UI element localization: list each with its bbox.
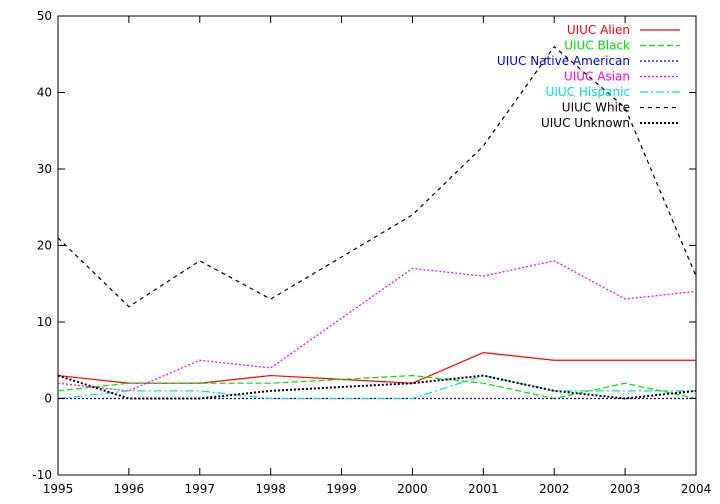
- legend-label-uiuc-hispanic: UIUC Hispanic: [546, 85, 630, 99]
- legend-label-uiuc-white: UIUC White: [562, 101, 630, 115]
- x-tick-label: 1995: [43, 482, 74, 496]
- y-tick-label: 40: [37, 86, 52, 100]
- legend-label-uiuc-asian: UIUC Asian: [564, 70, 630, 84]
- x-tick-label: 1998: [255, 482, 286, 496]
- legend-label-uiuc-black: UIUC Black: [564, 39, 630, 53]
- legend-label-uiuc-alien: UIUC Alien: [567, 23, 630, 37]
- legend-label-uiuc-unknown: UIUC Unknown: [541, 116, 630, 130]
- y-tick-label: -10: [32, 468, 52, 482]
- x-tick-label: 2001: [468, 482, 499, 496]
- y-tick-label: 10: [37, 315, 52, 329]
- x-tick-label: 1999: [326, 482, 357, 496]
- y-tick-label: 20: [37, 239, 52, 253]
- y-tick-label: 50: [37, 9, 52, 23]
- y-tick-label: 0: [44, 392, 52, 406]
- x-tick-label: 2003: [610, 482, 641, 496]
- series-line-uiuc-black: [57, 374, 697, 400]
- series-line-uiuc-unknown: [57, 374, 697, 400]
- x-tick-label: 1996: [114, 482, 145, 496]
- axis-layer: -10 0 10 20 30 40 50 1995 1996 1997 1998 1999 2000 20…: [32, 9, 711, 496]
- y-tick-label: 30: [37, 162, 52, 176]
- legend-label-uiuc-native-american: UIUC Native American: [497, 54, 630, 68]
- x-tick-label: 2004: [681, 482, 712, 496]
- series-line-uiuc-asian: [57, 260, 697, 392]
- x-tick-label: 2002: [539, 482, 570, 496]
- series-layer: [57, 45, 697, 400]
- x-tick-label: 1997: [185, 482, 216, 496]
- series-line-uiuc-white: [57, 45, 697, 308]
- series-line-uiuc-alien: [57, 351, 696, 384]
- x-tick-label: 2000: [397, 482, 428, 496]
